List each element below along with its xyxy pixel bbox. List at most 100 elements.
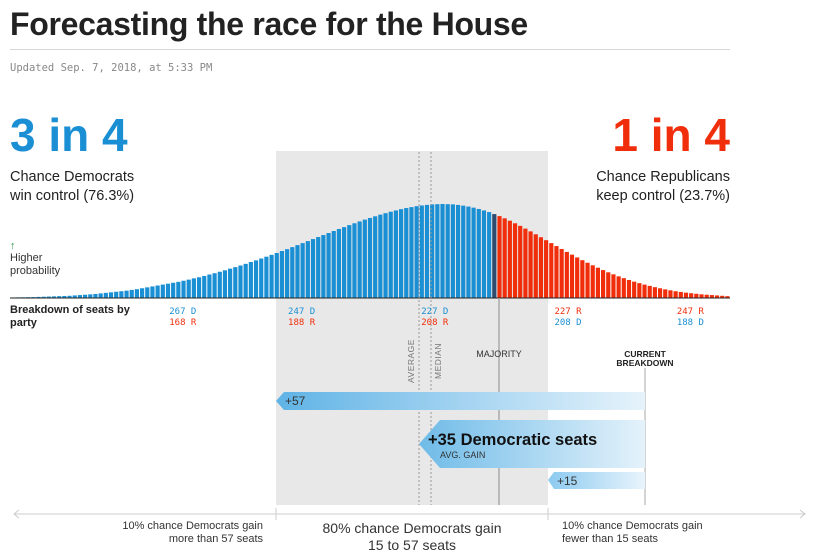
title-divider	[10, 49, 730, 50]
bar	[445, 204, 450, 298]
bar	[657, 288, 663, 298]
bar	[450, 204, 455, 298]
bar	[611, 274, 616, 298]
bar	[300, 243, 305, 298]
bar	[114, 291, 119, 298]
bar	[714, 295, 720, 298]
page-title: Forecasting the race for the House	[10, 6, 528, 42]
bar	[160, 284, 165, 298]
bar	[310, 239, 316, 298]
higher-line2: probability	[10, 265, 61, 277]
bar	[77, 295, 83, 298]
avg-gain-value: +35 Democratic seats	[428, 431, 598, 449]
bar	[497, 216, 502, 298]
breakdown-line2: party	[10, 317, 37, 329]
bar	[150, 286, 155, 298]
bottom-mid-line2: 15 to 57 seats	[368, 537, 456, 553]
bar	[362, 219, 367, 298]
bar	[217, 271, 222, 298]
bar	[585, 262, 590, 298]
median-marker-label: MEDIAN	[433, 343, 443, 379]
bar	[544, 240, 549, 298]
tick-label-top: 267 D	[169, 307, 196, 317]
bar	[678, 291, 683, 298]
bar	[140, 288, 145, 298]
tick-label-top: 247 R	[677, 307, 705, 317]
bar	[455, 204, 461, 298]
bar	[279, 251, 285, 298]
bar	[564, 251, 569, 298]
bar	[647, 285, 652, 298]
gain-57-label: +57	[285, 394, 306, 408]
bar	[725, 296, 730, 298]
higher-probability-label: ↑ Higher probability	[10, 241, 60, 278]
bar	[103, 292, 108, 298]
bar	[435, 204, 440, 298]
bar	[285, 249, 290, 298]
up-arrow-icon: ↑	[10, 240, 16, 252]
bar	[155, 285, 160, 298]
bar	[419, 205, 424, 298]
average-marker-label: AVERAGE	[406, 339, 416, 383]
bar	[689, 293, 694, 298]
gain-57-arrow	[276, 392, 645, 410]
tick-label-bottom: 168 R	[169, 318, 197, 328]
bar	[461, 205, 466, 298]
bar	[165, 283, 171, 298]
bar	[243, 263, 248, 298]
bar	[430, 204, 435, 298]
bar	[88, 294, 93, 298]
bar	[336, 228, 342, 298]
bar	[196, 277, 202, 298]
gain-15-label: +15	[557, 474, 578, 488]
tick-label-top: 247 D	[288, 307, 315, 317]
bar	[274, 253, 279, 298]
bar	[72, 295, 77, 298]
bar	[83, 294, 88, 298]
bar	[637, 283, 642, 298]
bar	[248, 262, 253, 298]
bar	[367, 217, 373, 298]
bottom-left-line2: more than 57 seats	[168, 533, 263, 545]
dem-odds: 3 in 4	[10, 109, 128, 161]
bars-group	[10, 204, 730, 299]
bar	[663, 289, 668, 298]
bar	[502, 218, 507, 298]
bar	[466, 206, 471, 298]
bar	[476, 208, 481, 298]
bottom-right-note: 10% chance Democrats gain fewer than 15 …	[562, 520, 703, 546]
bar	[326, 233, 331, 298]
bar	[176, 281, 181, 298]
bar	[378, 214, 383, 298]
current-breakdown-label-2: BREAKDOWN	[616, 358, 673, 368]
bar	[352, 223, 357, 298]
bar	[51, 296, 57, 298]
dem-chance-line1: Chance Democrats	[10, 169, 135, 185]
bottom-mid-line1: 80% chance Democrats gain	[322, 520, 502, 536]
bar	[93, 293, 98, 298]
bar	[512, 223, 518, 298]
bar	[554, 246, 559, 298]
breakdown-line1: Breakdown of seats by	[10, 304, 130, 316]
bar	[393, 210, 398, 298]
bar	[373, 216, 378, 298]
rep-chance-text: Chance Republicans keep control (23.7%)	[596, 168, 730, 206]
bar	[601, 270, 606, 298]
bar	[36, 296, 41, 298]
gain-15-arrow	[548, 472, 645, 489]
bar	[518, 225, 523, 298]
bar	[321, 235, 326, 298]
bar	[46, 296, 51, 298]
bar	[388, 211, 393, 298]
bar	[683, 292, 689, 298]
bar	[569, 254, 575, 298]
current-breakdown-label-1: CURRENT	[624, 349, 666, 359]
tick-label-top: 227 R	[554, 307, 582, 317]
bar	[492, 214, 497, 298]
bar	[709, 295, 714, 298]
bar	[233, 267, 238, 298]
bar	[549, 243, 554, 298]
bar	[134, 289, 139, 298]
